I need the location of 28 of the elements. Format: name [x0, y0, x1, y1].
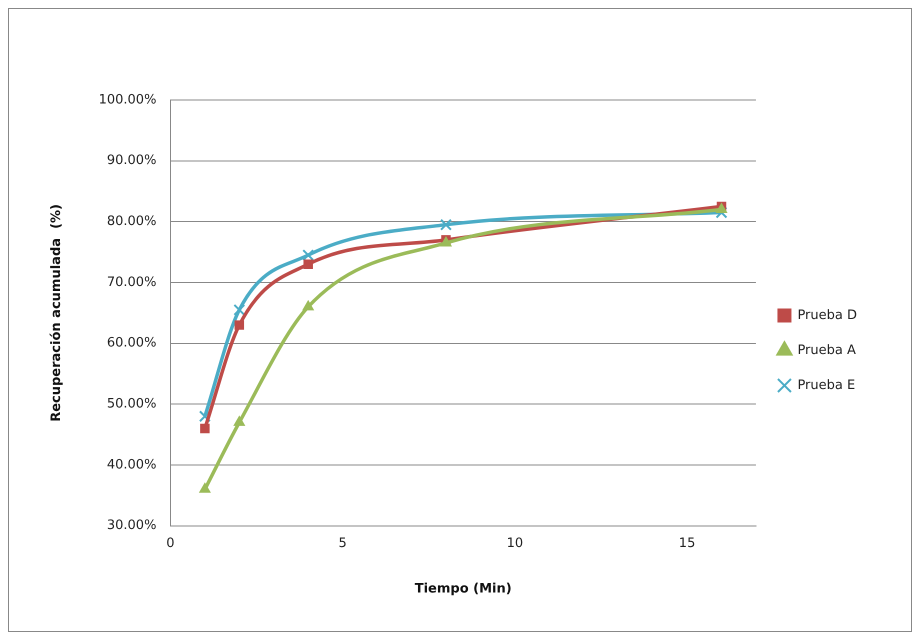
x-tick-label: 10	[506, 536, 524, 551]
y-tick-label: 30.00%	[106, 518, 156, 534]
y-tick-label: 90.00%	[106, 153, 156, 168]
y-tick-label: 70.00%	[106, 274, 156, 290]
x-tick-label: 0	[166, 536, 175, 551]
y-axis-title: Recuperación acumulada (%)	[49, 204, 64, 422]
point	[302, 249, 314, 262]
y-tick-label: 40.00%	[106, 457, 156, 472]
point	[200, 424, 210, 434]
point	[302, 300, 314, 310]
point	[440, 218, 452, 231]
point	[198, 410, 211, 422]
point	[716, 206, 728, 218]
x-axis-title: Tiempo (Min)	[414, 582, 512, 597]
y-tick-label: 80.00%	[106, 214, 156, 230]
legend-label: Prueba D	[797, 308, 858, 323]
point	[234, 416, 246, 426]
y-tick-label: 60.00%	[106, 336, 156, 351]
y-tick-label: 50.00%	[106, 396, 156, 412]
y-tick-label: 100.00%	[98, 92, 156, 108]
point	[199, 482, 211, 493]
legend-label: Prueba E	[797, 378, 856, 393]
point	[234, 320, 244, 330]
x-tick-label: 15	[678, 536, 696, 551]
legend-label: Prueba A	[797, 342, 856, 358]
point	[303, 259, 313, 269]
x-tick-label: 5	[338, 536, 347, 551]
point	[233, 304, 246, 316]
